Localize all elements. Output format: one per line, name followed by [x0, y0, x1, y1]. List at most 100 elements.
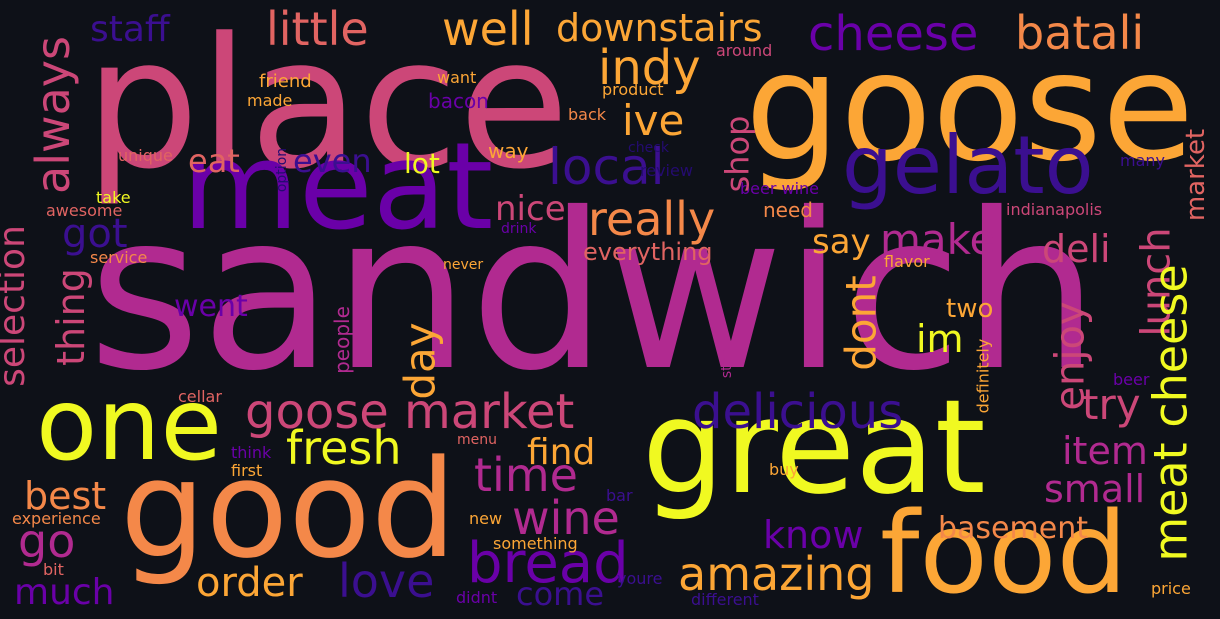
word-selection: selection [0, 225, 33, 387]
word-bit: bit [43, 560, 64, 579]
word-awesome: awesome [46, 201, 123, 220]
word-great: great [642, 371, 986, 523]
word-cheese-top: cheese [808, 6, 979, 62]
word-well: well [442, 2, 534, 56]
word-fresh: fresh [286, 421, 402, 475]
word-goose: goose [745, 21, 1195, 195]
word-back: back [568, 105, 607, 124]
word-dont: dont [836, 275, 886, 371]
word-beer: beer [1113, 370, 1150, 389]
word-place: place [85, 0, 570, 209]
word-little: little [266, 2, 369, 56]
word-way: way [488, 139, 529, 163]
word-product: product [602, 80, 664, 99]
word-make: make [880, 215, 996, 264]
word-something: something [493, 534, 578, 553]
word-best: best [24, 474, 107, 518]
word-first: first [231, 461, 263, 480]
word-meat-cheese: meat cheese [1143, 264, 1198, 562]
word-sandwich: sandwich [88, 167, 1100, 418]
word-service: service [90, 248, 148, 267]
word-unique: unique [118, 146, 173, 165]
word-bar: bar [606, 486, 633, 505]
word-bread: bread [467, 531, 629, 596]
word-buy: buy [769, 460, 799, 479]
word-one: one [36, 366, 223, 483]
word-different: different [691, 590, 759, 609]
word-item: item [1062, 429, 1148, 473]
word-friend: friend [259, 71, 312, 92]
word-thing: thing [48, 268, 93, 366]
word-around: around [716, 41, 773, 60]
word-downstairs: downstairs [556, 6, 763, 50]
word-good: good [120, 431, 457, 588]
word-definitely: definitely [973, 338, 993, 414]
word-go: go [18, 514, 76, 568]
word-never: never [443, 257, 484, 273]
word-price: price [1151, 579, 1191, 598]
word-flavor: flavor [884, 252, 930, 271]
word-deli: deli [1042, 227, 1111, 271]
word-didnt: didnt [456, 588, 498, 607]
word-many: many [1120, 151, 1165, 170]
word-people: people [329, 306, 354, 374]
word-eat: eat [188, 142, 240, 180]
word-even: even [293, 142, 372, 180]
word-really: really [588, 192, 716, 246]
word-order: order [196, 560, 303, 606]
word-shop: shop [718, 115, 757, 193]
word-check: check [628, 140, 669, 156]
word-review: review [640, 161, 693, 180]
word-made: made [247, 91, 293, 110]
word-find: find [527, 432, 596, 473]
word-everything: everything [583, 238, 713, 266]
word-goose-market: goose market [245, 384, 575, 440]
word-got: got [62, 211, 128, 257]
word-food: food [880, 489, 1128, 619]
word-went: went [174, 289, 248, 324]
word-stop: stop [719, 347, 736, 379]
word-meat: meat [182, 118, 494, 257]
word-basement: basement [938, 511, 1088, 546]
word-much: much [14, 572, 115, 613]
word-amazing: amazing [678, 547, 875, 601]
word-im: im [916, 317, 964, 361]
word-lot: lot [404, 147, 440, 180]
word-want: option [274, 147, 291, 193]
word-know: know [763, 513, 864, 557]
word-wine: wine [512, 491, 620, 545]
word-batali: batali [1015, 6, 1145, 60]
word-option: want [437, 68, 477, 87]
word-enjoy: enjoy [1047, 301, 1094, 411]
word-nice: nice [495, 189, 566, 229]
word-experience: experience [12, 509, 101, 528]
word-two: two [946, 294, 994, 324]
word-small: small [1044, 467, 1146, 511]
word-time: time [474, 448, 578, 502]
word-cellar: cellar [178, 387, 222, 406]
word-drink: drink [501, 221, 537, 237]
word-indy: indy [598, 40, 701, 96]
word-say: say [812, 222, 871, 262]
word-new: new [469, 509, 503, 528]
word-ive: ive [622, 96, 685, 145]
word-always: always [25, 36, 80, 194]
word-staff: staff [90, 9, 170, 50]
word-youre: youre [617, 569, 663, 588]
word-bacon: bacon [428, 89, 489, 113]
word-need: need [763, 198, 813, 222]
word-indianapolis: indianapolis [1006, 200, 1103, 219]
word-try: try [1082, 380, 1141, 429]
word-market: market [1181, 128, 1212, 222]
word-beer-wine: beer wine [740, 179, 820, 198]
word-think: think [231, 443, 272, 462]
word-local: local [548, 138, 665, 196]
word-menu: menu [457, 432, 497, 448]
word-take: take [96, 188, 131, 207]
word-day: day [395, 322, 445, 400]
word-love: love [338, 554, 435, 608]
word-gelato: gelato [842, 119, 1094, 212]
word-come: come [516, 575, 605, 613]
word-delicious: delicious [692, 384, 904, 440]
